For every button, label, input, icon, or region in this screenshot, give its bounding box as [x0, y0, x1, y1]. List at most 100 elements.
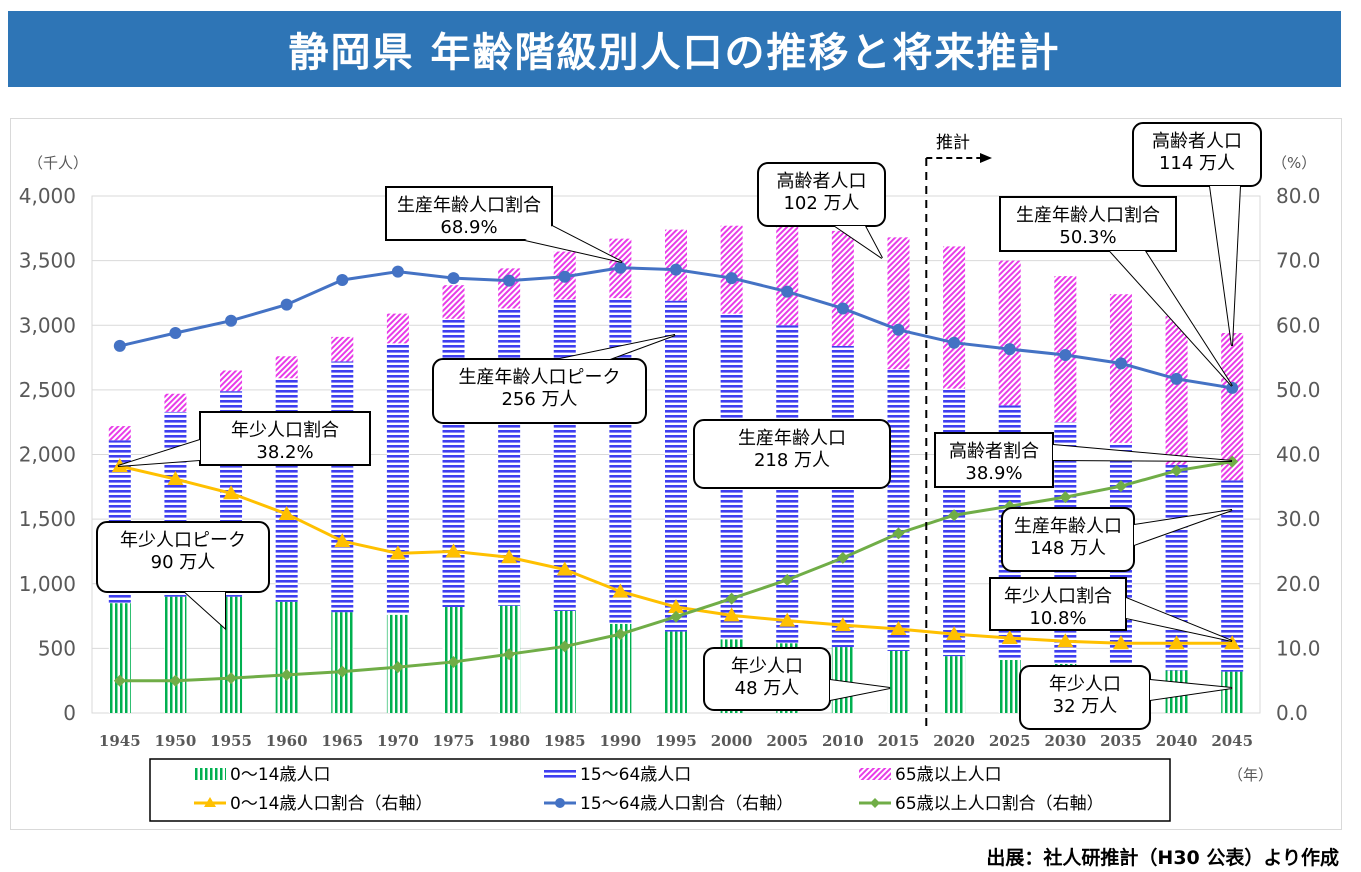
line-point: [1057, 633, 1074, 648]
y2-tick-label: 20.0: [1276, 572, 1321, 596]
line-point: [1226, 455, 1239, 468]
line-point: [723, 607, 740, 622]
y-tick-label: 3,000: [19, 313, 76, 337]
bar-segment: [108, 603, 131, 713]
callout-tail-fill: [525, 226, 622, 262]
line-point: [836, 302, 849, 315]
line-point: [612, 583, 629, 598]
y-tick-label: 2,000: [19, 443, 76, 467]
line-point: [1059, 348, 1072, 361]
line-point: [503, 274, 516, 287]
y-tick-label: 1,500: [19, 507, 76, 531]
x-tick-label: 1970: [377, 732, 419, 750]
line-point: [725, 592, 738, 605]
callout-box: [757, 162, 886, 227]
line-point: [614, 261, 627, 274]
legend-marker-icon: [204, 797, 216, 807]
line-point: [556, 561, 573, 576]
line-point: [781, 285, 794, 298]
callout-box: [385, 186, 553, 241]
y2-tick-label: 60.0: [1276, 313, 1321, 337]
legend-label: 0～14歳人口: [230, 765, 330, 785]
x-axis: 1945 1950 1955 1960 1965 1970 1975 1980 1985 1990…: [99, 732, 1273, 784]
y2-tick-label: 30.0: [1276, 507, 1321, 531]
callout-tail-fill: [1053, 445, 1232, 461]
line-point: [668, 599, 684, 614]
line-point: [558, 270, 571, 283]
callout-text: 90 万人: [151, 552, 216, 573]
bar-segment: [164, 596, 187, 713]
left-axis: 0 500 1,000 1,500 2,000 2,500 3,000 3,500 4,000 （…: [19, 154, 88, 725]
legend-marker-icon: [870, 798, 880, 808]
callout-box: [693, 419, 891, 489]
line-point: [948, 509, 961, 522]
x-tick-label: 1975: [433, 732, 475, 750]
line-point: [1226, 381, 1239, 394]
callout-tail-fill: [1110, 251, 1232, 386]
line-point: [834, 617, 851, 632]
line-point: [278, 505, 295, 520]
x-tick-label: 2030: [1044, 732, 1086, 750]
bar-segment: [220, 370, 243, 392]
y-tick-label: 500: [38, 636, 76, 660]
projection-label: 推計: [936, 133, 970, 153]
projection-arrow-icon: [980, 153, 992, 163]
bar-segment: [1221, 671, 1244, 713]
line-point: [892, 527, 905, 540]
callout-box: [96, 521, 270, 593]
line-point: [1112, 635, 1129, 650]
line-point: [670, 263, 682, 276]
y2-tick-label: 0.0: [1276, 701, 1308, 725]
y-axis-label: （千人）: [28, 154, 88, 172]
right-axis: 0.0 10.0 20.0 30.0 40.0 50.0 60.0 70.0 80.0 （%）: [1272, 154, 1321, 725]
bar-segment: [720, 225, 743, 314]
callout-tail-fill: [560, 335, 675, 359]
legend-label: 65歳以上人口: [895, 765, 1002, 785]
bar-segment: [943, 246, 966, 389]
line-point: [447, 655, 460, 668]
bars: [108, 221, 1244, 713]
y-tick-label: 2,500: [19, 378, 76, 402]
line-point: [1168, 635, 1185, 650]
bar-segment: [331, 336, 354, 362]
legend-label: 0～14歳人口割合（右軸）: [230, 794, 432, 814]
x-tick-label: 1980: [488, 732, 530, 750]
callout-text: 高齢者割合: [949, 441, 1039, 462]
line-point: [614, 628, 627, 641]
bar-segment: [275, 356, 298, 379]
legend-marker-icon: [555, 798, 565, 808]
bar-segment: [887, 650, 910, 713]
y2-tick-label: 80.0: [1276, 184, 1321, 208]
line-point: [113, 674, 126, 687]
legend-swatch-icon: [859, 768, 891, 780]
line-point: [391, 661, 404, 674]
x-tick-label: 1990: [600, 732, 642, 750]
legend-swatch-icon: [544, 768, 576, 780]
line-point: [1170, 464, 1183, 477]
line-point: [670, 610, 682, 623]
callout-text: 48 万人: [735, 678, 800, 699]
callout-text: 102 万人: [783, 193, 859, 214]
legend: 0～14歳人口 15～64歳人口 65歳以上人口 0～14歳人口割合（右軸） 15～64…: [149, 758, 1171, 822]
line-point: [836, 551, 849, 564]
legend-label: 65歳以上人口割合（右軸）: [895, 794, 1104, 814]
x-tick-label: 1960: [266, 732, 308, 750]
legend-box: [149, 758, 1171, 822]
callout-box: [1132, 122, 1262, 187]
callout-box: [703, 647, 831, 711]
callout-text: 148 万人: [1030, 538, 1106, 559]
bar-segment: [831, 230, 854, 346]
bar-segment: [665, 300, 687, 632]
callout-text: 生産年齢人口割合: [397, 195, 541, 216]
y2-tick-label: 70.0: [1276, 249, 1321, 273]
bar-segment: [1221, 480, 1244, 672]
y-tick-label: 3,500: [19, 249, 76, 273]
